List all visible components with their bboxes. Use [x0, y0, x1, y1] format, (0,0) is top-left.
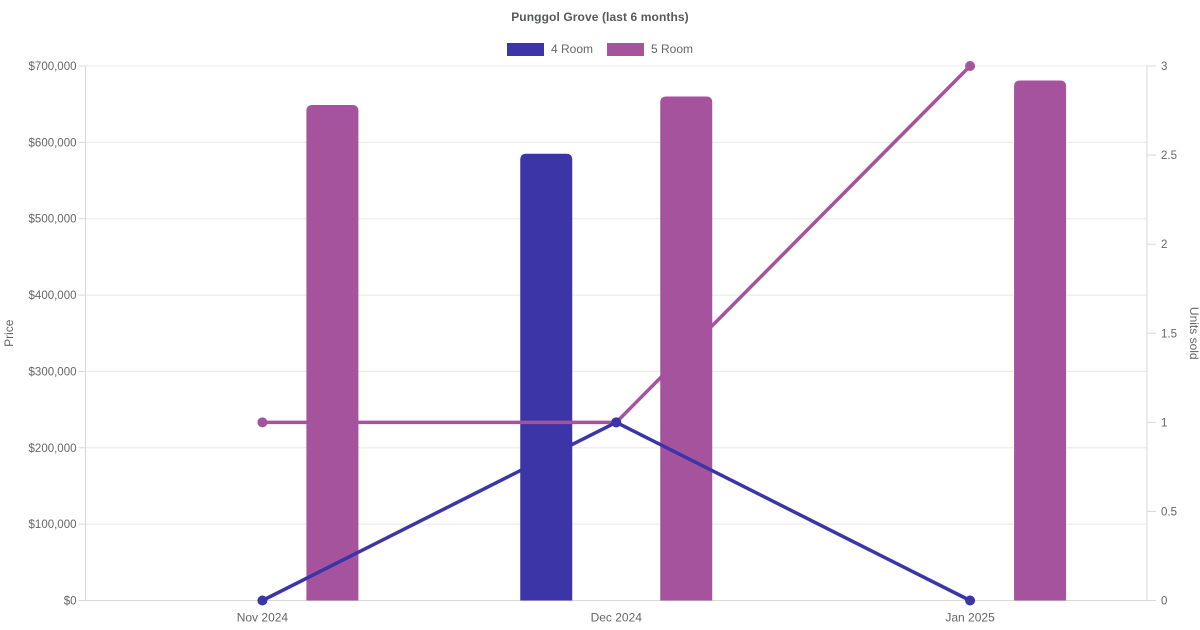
point-5-room-jan-2025[interactable] — [965, 61, 976, 71]
legend-label: 4 Room — [550, 42, 593, 56]
units-tick-label: 1.5 — [1161, 328, 1177, 340]
chart-title: Punggol Grove (last 6 months) — [511, 10, 689, 24]
units-tick-label: 1 — [1161, 417, 1167, 429]
bar-5-room-dec-2024[interactable] — [660, 96, 713, 601]
point-4-room-jan-2025[interactable] — [965, 595, 976, 606]
units-tick-label: 3 — [1161, 61, 1167, 73]
bar-5-room-jan-2025[interactable] — [1014, 80, 1067, 601]
x-axis-label-dec-2024: Dec 2024 — [591, 611, 643, 625]
units-axis-title: Units sold — [1187, 307, 1200, 360]
legend-swatch-5-room — [607, 43, 644, 56]
price-tick-label: $0 — [64, 596, 77, 608]
price-tick-label: $200,000 — [29, 443, 77, 455]
units-tick-label: 0 — [1161, 596, 1167, 608]
units-tick-label: 2 — [1161, 239, 1167, 251]
price-tick-label: $700,000 — [29, 61, 77, 73]
price-axis-title: Price — [2, 319, 16, 347]
x-axis-label-nov-2024: Nov 2024 — [237, 611, 289, 625]
price-tick-label: $600,000 — [29, 137, 77, 149]
point-4-room-nov-2024[interactable] — [257, 595, 268, 606]
bar-5-room-nov-2024[interactable] — [306, 104, 359, 601]
point-5-room-nov-2024[interactable] — [257, 417, 268, 428]
bar-4-room-dec-2024[interactable] — [520, 153, 573, 601]
legend-label: 5 Room — [651, 42, 694, 56]
point-4-room-dec-2024[interactable] — [611, 417, 622, 428]
units-tick-label: 2.5 — [1161, 150, 1177, 162]
line-4-room — [260, 420, 972, 603]
price-tick-label: $100,000 — [29, 519, 77, 531]
x-axis-label-jan-2025: Jan 2025 — [945, 611, 995, 625]
price-tick-label: $300,000 — [29, 366, 77, 378]
price-tick-label: $500,000 — [29, 214, 77, 226]
legend-swatch-4-room — [506, 43, 544, 56]
chart-legend: 4 Room 5 Room — [0, 43, 1200, 56]
legend-item-4-room[interactable]: 4 Room — [506, 42, 593, 56]
units-tick-label: 0.5 — [1161, 506, 1177, 518]
legend-item-5-room[interactable]: 5 Room — [607, 43, 693, 56]
price-tick-label: $400,000 — [29, 290, 77, 302]
line-5-room — [260, 64, 972, 425]
